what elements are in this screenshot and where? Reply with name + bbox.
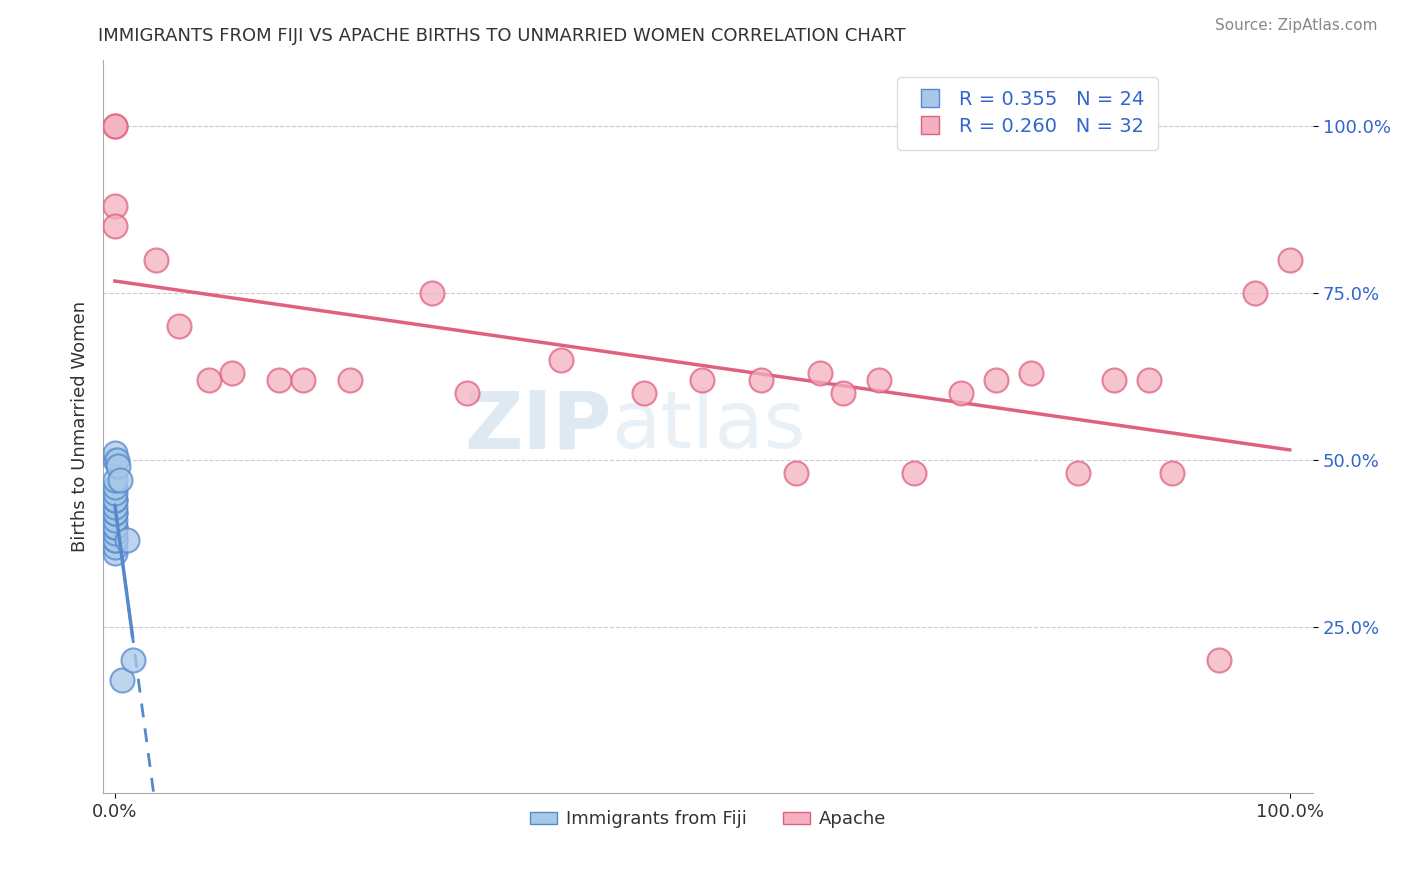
Point [420, 286, 443, 301]
Point [291, 373, 314, 387]
Point [633, 386, 655, 401]
Point [104, 526, 127, 541]
Point [1021, 366, 1043, 380]
Point [1137, 373, 1160, 387]
Point [1208, 653, 1230, 667]
Point [692, 373, 714, 387]
Point [339, 373, 361, 387]
Point [104, 199, 127, 213]
Point [832, 386, 855, 401]
Point [868, 373, 890, 387]
Point [108, 473, 131, 487]
Point [104, 519, 127, 533]
Point [984, 373, 1007, 387]
Point [749, 373, 772, 387]
Point [104, 500, 127, 514]
Point [169, 319, 191, 334]
Point [104, 219, 127, 234]
Point [269, 373, 291, 387]
Point [1278, 252, 1301, 267]
Point [1161, 466, 1184, 480]
Point [104, 546, 127, 560]
Point [121, 653, 143, 667]
Point [104, 120, 127, 134]
Point [104, 453, 127, 467]
Point [1102, 373, 1125, 387]
Legend: Immigrants from Fiji, Apache: Immigrants from Fiji, Apache [523, 803, 894, 836]
Point [145, 252, 167, 267]
Point [456, 386, 478, 401]
Point [115, 533, 138, 547]
Point [221, 366, 243, 380]
Point [949, 386, 972, 401]
Text: atlas: atlas [612, 387, 806, 466]
Point [1067, 466, 1090, 480]
Point [785, 466, 807, 480]
Point [104, 479, 127, 493]
Point [104, 533, 127, 547]
Point [104, 492, 127, 507]
Point [107, 459, 129, 474]
Point [104, 506, 127, 520]
Point [903, 466, 925, 480]
Point [104, 506, 127, 520]
Point [1243, 286, 1265, 301]
Point [104, 540, 127, 554]
Point [111, 673, 134, 687]
Point [104, 120, 127, 134]
Point [198, 373, 221, 387]
Text: IMMIGRANTS FROM FIJI VS APACHE BIRTHS TO UNMARRIED WOMEN CORRELATION CHART: IMMIGRANTS FROM FIJI VS APACHE BIRTHS TO… [98, 27, 905, 45]
Text: Source: ZipAtlas.com: Source: ZipAtlas.com [1215, 18, 1378, 33]
Text: ZIP: ZIP [464, 387, 612, 466]
Point [104, 533, 127, 547]
Point [104, 473, 127, 487]
Y-axis label: Births to Unmarried Women: Births to Unmarried Women [72, 301, 89, 552]
Point [105, 453, 128, 467]
Point [104, 492, 127, 507]
Point [550, 352, 572, 367]
Point [104, 446, 127, 460]
Point [104, 519, 127, 533]
Point [808, 366, 831, 380]
Point [104, 486, 127, 500]
Point [104, 513, 127, 527]
